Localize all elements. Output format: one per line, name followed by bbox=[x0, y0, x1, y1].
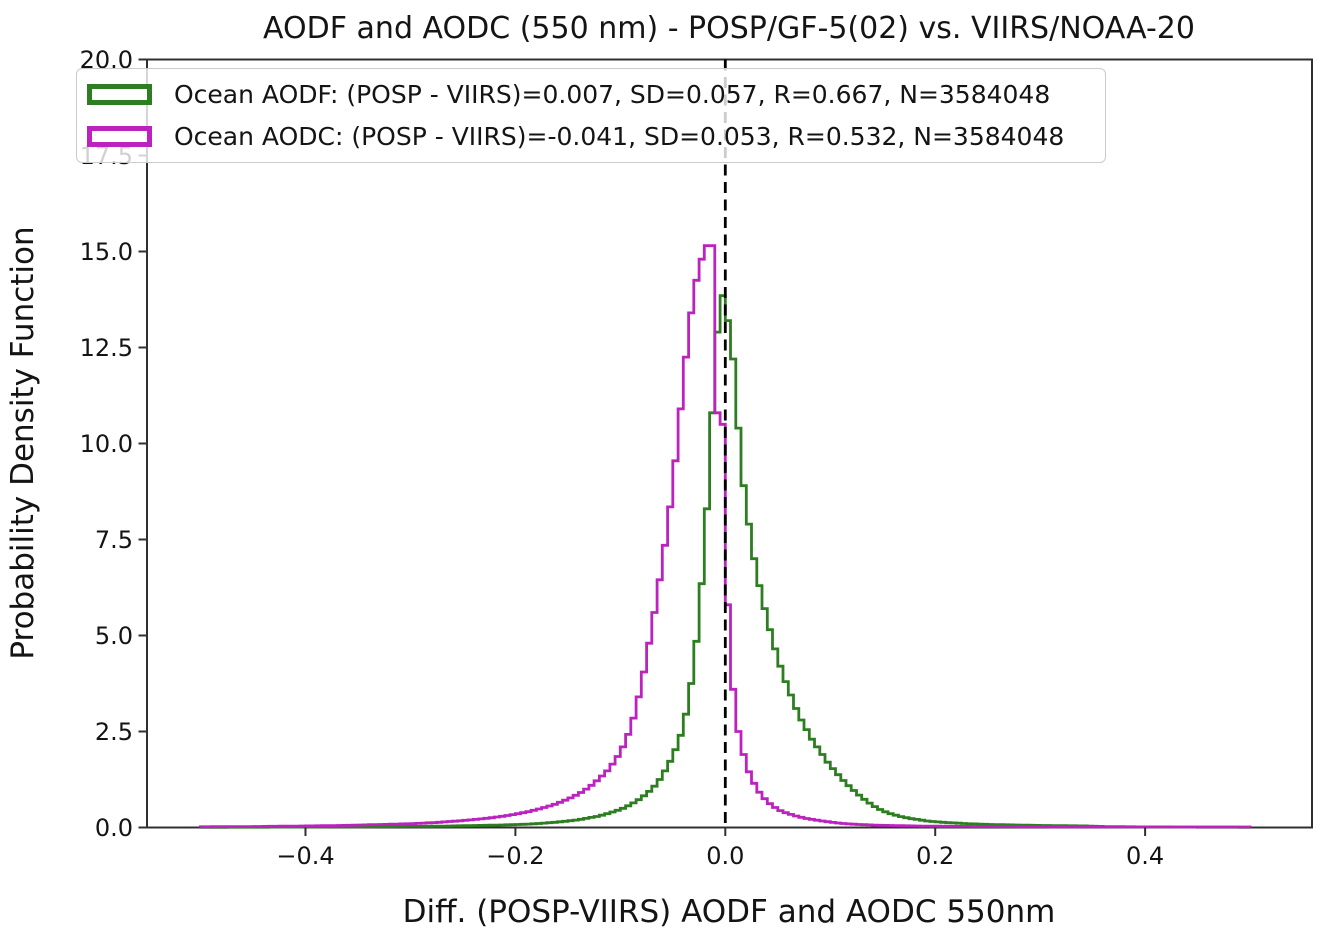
y-tick-label: 7.5 bbox=[95, 526, 133, 554]
y-tick-label: 0.0 bbox=[95, 814, 133, 842]
y-tick-label: 5.0 bbox=[95, 622, 133, 650]
plot-area: −0.4 −0.2 0.0 0.2 0.4 0.0 2.5 5.0 7.5 10.0 12.5 15.… bbox=[80, 46, 1313, 870]
y-tick-label: 12.5 bbox=[80, 334, 133, 362]
legend-entry-aodc: Ocean AODC: (POSP - VIIRS)=-0.041, SD=0.… bbox=[87, 116, 1091, 158]
y-tick-label: 15.0 bbox=[80, 238, 133, 266]
legend-label-aodf: Ocean AODF: (POSP - VIIRS)=0.007, SD=0.0… bbox=[174, 79, 1051, 109]
x-tick-label: 0.4 bbox=[1126, 842, 1164, 870]
axes-spines bbox=[146, 58, 1313, 829]
legend-swatch-aodf-icon bbox=[87, 83, 152, 105]
series-curve-ocean-aodc bbox=[199, 244, 1252, 829]
x-tick-label: −0.4 bbox=[276, 842, 334, 870]
x-axis-label: Diff. (POSP-VIIRS) AODF and AODC 550nm bbox=[403, 894, 1056, 930]
figure-title: AODF and AODC (550 nm) - POSP/GF-5(02) v… bbox=[263, 11, 1195, 46]
legend-entry-aodf: Ocean AODF: (POSP - VIIRS)=0.007, SD=0.0… bbox=[87, 73, 1091, 115]
legend: Ocean AODF: (POSP - VIIRS)=0.007, SD=0.0… bbox=[76, 68, 1106, 163]
legend-swatch-aodc-icon bbox=[87, 126, 152, 148]
x-tick-label: 0.2 bbox=[916, 842, 954, 870]
x-tick-label: 0.0 bbox=[706, 842, 744, 870]
y-axis-label: Probability Density Function bbox=[5, 226, 41, 659]
y-tick-label: 10.0 bbox=[80, 430, 133, 458]
legend-label-aodc: Ocean AODC: (POSP - VIIRS)=-0.041, SD=0.… bbox=[174, 122, 1065, 152]
x-tick-label: −0.2 bbox=[486, 842, 544, 870]
y-tick-label: 2.5 bbox=[95, 718, 133, 746]
